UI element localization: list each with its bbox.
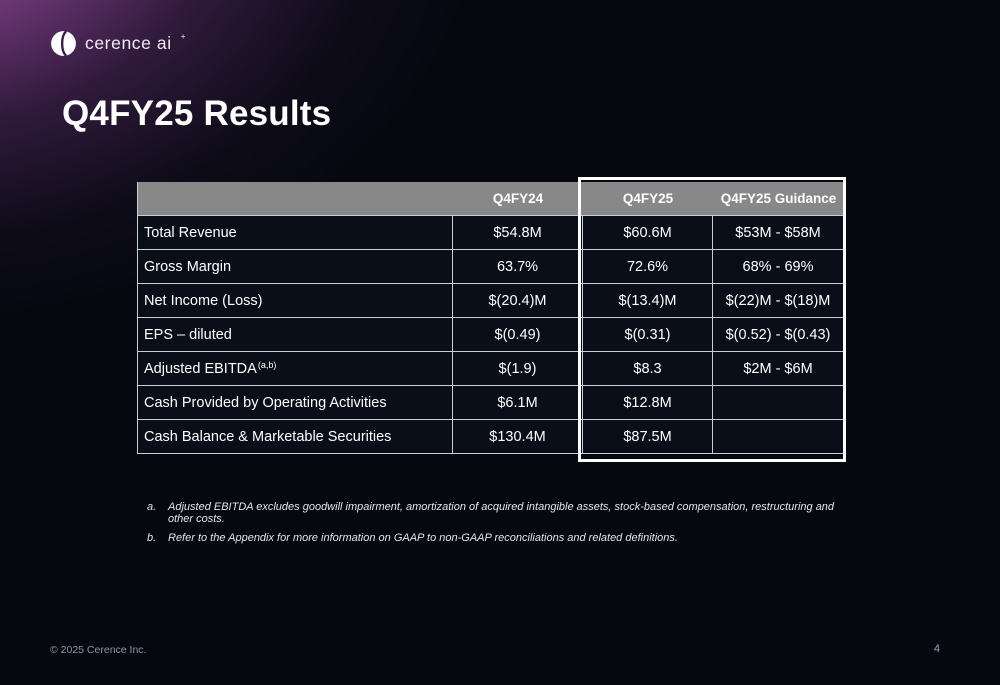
table-cell: $(1.9) <box>453 352 583 386</box>
table-cell: $87.5M <box>583 420 713 454</box>
table-cell: $12.8M <box>583 386 713 420</box>
row-label-text: Net Income (Loss) <box>144 292 263 309</box>
page-number: 4 <box>933 643 940 655</box>
column-header-q4fy25-guidance: Q4FY25 Guidance <box>713 182 844 216</box>
table-cell: $(20.4)M <box>453 284 583 318</box>
row-label-text: Gross Margin <box>144 258 232 275</box>
cerence-logo-text: cerence ai <box>85 33 172 53</box>
row-label: Adjusted EBITDA (a,b) <box>138 352 453 386</box>
row-label-text: EPS – diluted <box>144 326 232 343</box>
table-cell: $(22)M - $(18)M <box>713 284 844 318</box>
copyright-notice: © 2025 Cerence Inc. <box>50 644 147 656</box>
page-title: Q4FY25 Results <box>62 94 332 133</box>
footnote-text: Adjusted EBITDA excludes goodwill impair… <box>168 501 835 525</box>
cerence-logo-icon <box>51 30 76 57</box>
row-label-text: Cash Provided by Operating Activities <box>144 394 387 411</box>
table-cell: 68% - 69% <box>713 250 844 284</box>
table-cell: 72.6% <box>583 250 713 284</box>
cerence-logo-trademark: + <box>180 32 186 41</box>
table-cell <box>713 386 844 420</box>
row-label: Cash Provided by Operating Activities <box>138 386 453 420</box>
footnote-marker: b. <box>147 532 157 544</box>
row-label-text: Adjusted EBITDA <box>144 360 257 377</box>
row-label: Net Income (Loss) <box>138 284 453 318</box>
footnote-a: a. Adjusted EBITDA excludes goodwill imp… <box>147 501 857 525</box>
column-header-q4fy24: Q4FY24 <box>453 182 583 216</box>
table-cell: $8.3 <box>583 352 713 386</box>
row-label: EPS – diluted <box>138 318 453 352</box>
table-cell: $(13.4)M <box>583 284 713 318</box>
row-label: Cash Balance & Marketable Securities <box>138 420 453 454</box>
row-label-text: Total Revenue <box>144 224 237 241</box>
table-cell: $54.8M <box>453 216 583 250</box>
column-header-blank <box>138 182 453 216</box>
footnote-text: Refer to the Appendix for more informati… <box>168 532 678 544</box>
cerence-logo: cerence ai + <box>50 30 185 57</box>
footnotes: a. Adjusted EBITDA excludes goodwill imp… <box>147 501 857 551</box>
table-cell: $2M - $6M <box>713 352 844 386</box>
results-table: Q4FY24 Q4FY25 Q4FY25 Guidance Total Reve… <box>137 182 844 454</box>
table-cell: $6.1M <box>453 386 583 420</box>
row-label: Gross Margin <box>138 250 453 284</box>
table-cell: $60.6M <box>583 216 713 250</box>
column-header-q4fy25: Q4FY25 <box>583 182 713 216</box>
table-cell: $(0.52) - $(0.43) <box>713 318 844 352</box>
footnote-marker: a. <box>147 501 157 513</box>
table-cell: $130.4M <box>453 420 583 454</box>
table-cell: $(0.49) <box>453 318 583 352</box>
footnote-b: b. Refer to the Appendix for more inform… <box>147 532 857 544</box>
table-cell <box>713 420 844 454</box>
row-label: Total Revenue <box>138 216 453 250</box>
table-cell: $(0.31) <box>583 318 713 352</box>
row-label-text: Cash Balance & Marketable Securities <box>144 428 392 445</box>
table-cell: 63.7% <box>453 250 583 284</box>
table-cell: $53M - $58M <box>713 216 844 250</box>
